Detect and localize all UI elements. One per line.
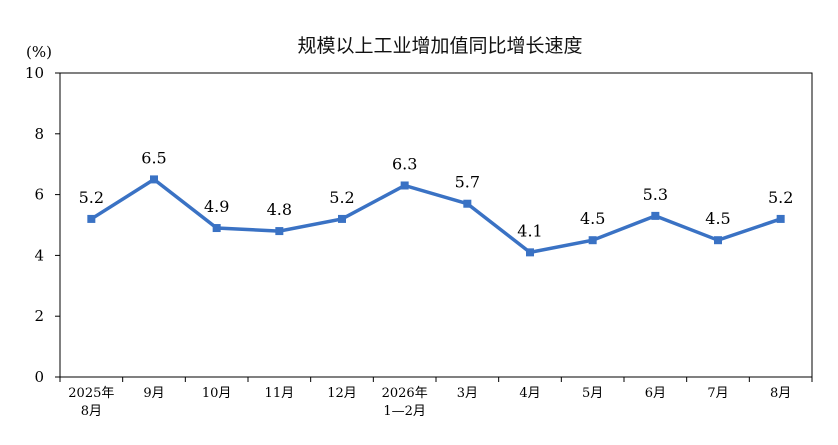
x-tick-label-6: 3月 [457, 386, 478, 401]
data-point-10 [714, 236, 722, 245]
y-unit-label: (%) [26, 43, 52, 61]
x-tick-label-4: 12月 [327, 386, 357, 401]
x-tick-label-0: 2025年 8月 [68, 386, 114, 419]
x-tick-label-line: 10月 [202, 386, 232, 401]
x-tick-label-line: 8月 [81, 404, 102, 419]
x-tick-label-line: 7月 [707, 386, 728, 401]
data-point-0 [87, 214, 96, 223]
x-tick-label-8: 5月 [582, 386, 603, 401]
data-point-3 [275, 227, 284, 236]
axes [55, 72, 813, 382]
x-tick-label-line: 2025年 [68, 386, 114, 401]
data-point-11 [776, 214, 785, 223]
y-tick-label-2: 4 [34, 246, 44, 264]
y-tick-label-3: 6 [34, 186, 44, 204]
data-point-6 [463, 199, 472, 208]
y-tick-label-0: 0 [34, 368, 44, 386]
data-label-2: 4.9 [204, 197, 229, 216]
plot-frame [59, 72, 813, 378]
y-tick-label-1: 2 [34, 307, 44, 325]
x-tick-label-line: 8月 [770, 386, 791, 401]
data-label-7: 4.1 [517, 221, 542, 240]
data-label-5: 6.3 [392, 154, 417, 173]
y-tick-label-5: 10 [25, 64, 44, 82]
x-tick-label-7: 4月 [519, 386, 540, 401]
data-point-8 [588, 236, 597, 245]
data-point-9 [651, 211, 660, 220]
data-label-3: 4.8 [267, 200, 292, 219]
tick-labels: 0 2 4 6 8 10 2025年 8月 9月 10月 11月 12月 2026年 1—2月 3月 4月 5月… [25, 64, 791, 419]
data-point-4 [338, 214, 346, 223]
x-tick-label-3: 11月 [265, 386, 295, 401]
data-label-1: 6.5 [141, 148, 166, 167]
data-point-7 [526, 248, 534, 257]
chart-title: 规模以上工业增加值同比增长速度 [297, 35, 582, 57]
x-tick-label-line: 5月 [582, 386, 603, 401]
data-label-10: 4.5 [705, 209, 730, 228]
data-point-5 [400, 181, 409, 190]
x-tick-label-line: 9月 [143, 386, 164, 401]
data-label-9: 5.3 [643, 185, 668, 204]
data-point-1 [150, 175, 158, 184]
x-tick-label-5: 2026年 1—2月 [382, 386, 428, 419]
x-tick-label-2: 10月 [202, 386, 232, 401]
y-tick-label-4: 8 [34, 125, 44, 143]
x-tick-label-line: 2026年 [382, 386, 428, 401]
x-tick-label-9: 6月 [645, 386, 666, 401]
data-label-6: 5.7 [455, 173, 480, 192]
data-label-0: 5.2 [79, 188, 104, 207]
data-label-8: 4.5 [580, 209, 605, 228]
data-label-11: 5.2 [768, 188, 793, 207]
x-tick-label-line: 12月 [327, 386, 357, 401]
x-tick-label-10: 7月 [707, 386, 728, 401]
x-tick-label-line: 4月 [519, 386, 540, 401]
x-tick-label-line: 6月 [645, 386, 666, 401]
x-tick-label-line: 1—2月 [383, 404, 426, 419]
x-tick-label-1: 9月 [143, 386, 164, 401]
data-point-2 [212, 224, 221, 233]
x-tick-label-line: 11月 [265, 386, 295, 401]
data-label-4: 5.2 [329, 188, 354, 207]
x-tick-label-11: 8月 [770, 386, 791, 401]
series-line [87, 175, 785, 257]
x-tick-label-line: 3月 [457, 386, 478, 401]
data-labels: 5.2 6.5 4.9 4.8 5.2 6.3 5.7 4.1 4.5 5.3 4.5 5.2 [79, 148, 794, 240]
series-polyline [90, 177, 782, 255]
